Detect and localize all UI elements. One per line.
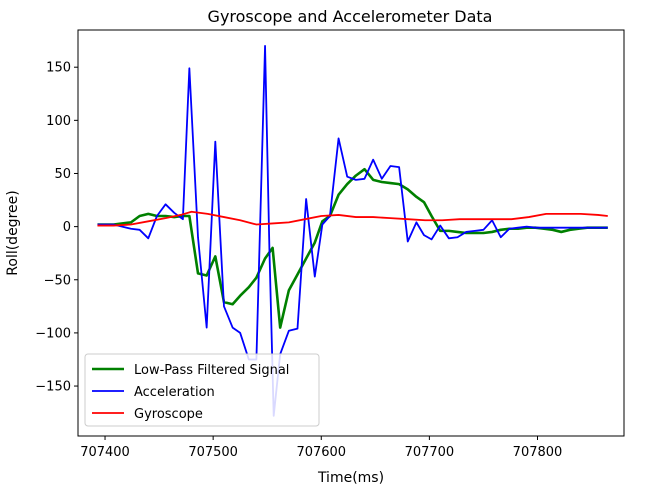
legend-label: Low-Pass Filtered Signal [134, 363, 289, 378]
y-tick-label: 150 [46, 61, 71, 76]
legend-label: Gyroscope [134, 407, 203, 422]
chart-title: Gyroscope and Accelerometer Data [208, 7, 493, 26]
x-axis-label: Time(ms) [317, 470, 384, 486]
legend-box [84, 353, 320, 427]
x-tick-label: 707400 [80, 445, 130, 460]
y-tick-label: −50 [44, 273, 71, 288]
series-line-gyroscope [97, 210, 608, 227]
y-tick-label: 50 [54, 167, 71, 182]
legend-label: Acceleration [134, 385, 215, 400]
x-axis-ticks: 707400 707500 707600 707700 707800 [80, 436, 562, 460]
y-axis-ticks: −150 −100 −50 0 50 100 150 [35, 61, 78, 395]
y-tick-label: −100 [35, 326, 71, 341]
plot-frame [77, 29, 625, 437]
x-tick-label: 707800 [513, 445, 563, 460]
plot-lines [97, 45, 608, 417]
x-tick-label: 707600 [296, 445, 346, 460]
y-axis-label: Roll(degree) [5, 190, 21, 275]
y-tick-label: 100 [46, 114, 71, 129]
y-tick-label: −150 [35, 380, 71, 395]
series-line-low-pass-filtered-signal [97, 167, 608, 329]
x-tick-label: 707700 [405, 445, 455, 460]
x-tick-label: 707500 [188, 445, 238, 460]
series-line-acceleration [97, 45, 608, 417]
y-tick-label: 0 [63, 220, 71, 235]
legend: Low-Pass Filtered Signal Acceleration Gyro… [84, 353, 320, 427]
